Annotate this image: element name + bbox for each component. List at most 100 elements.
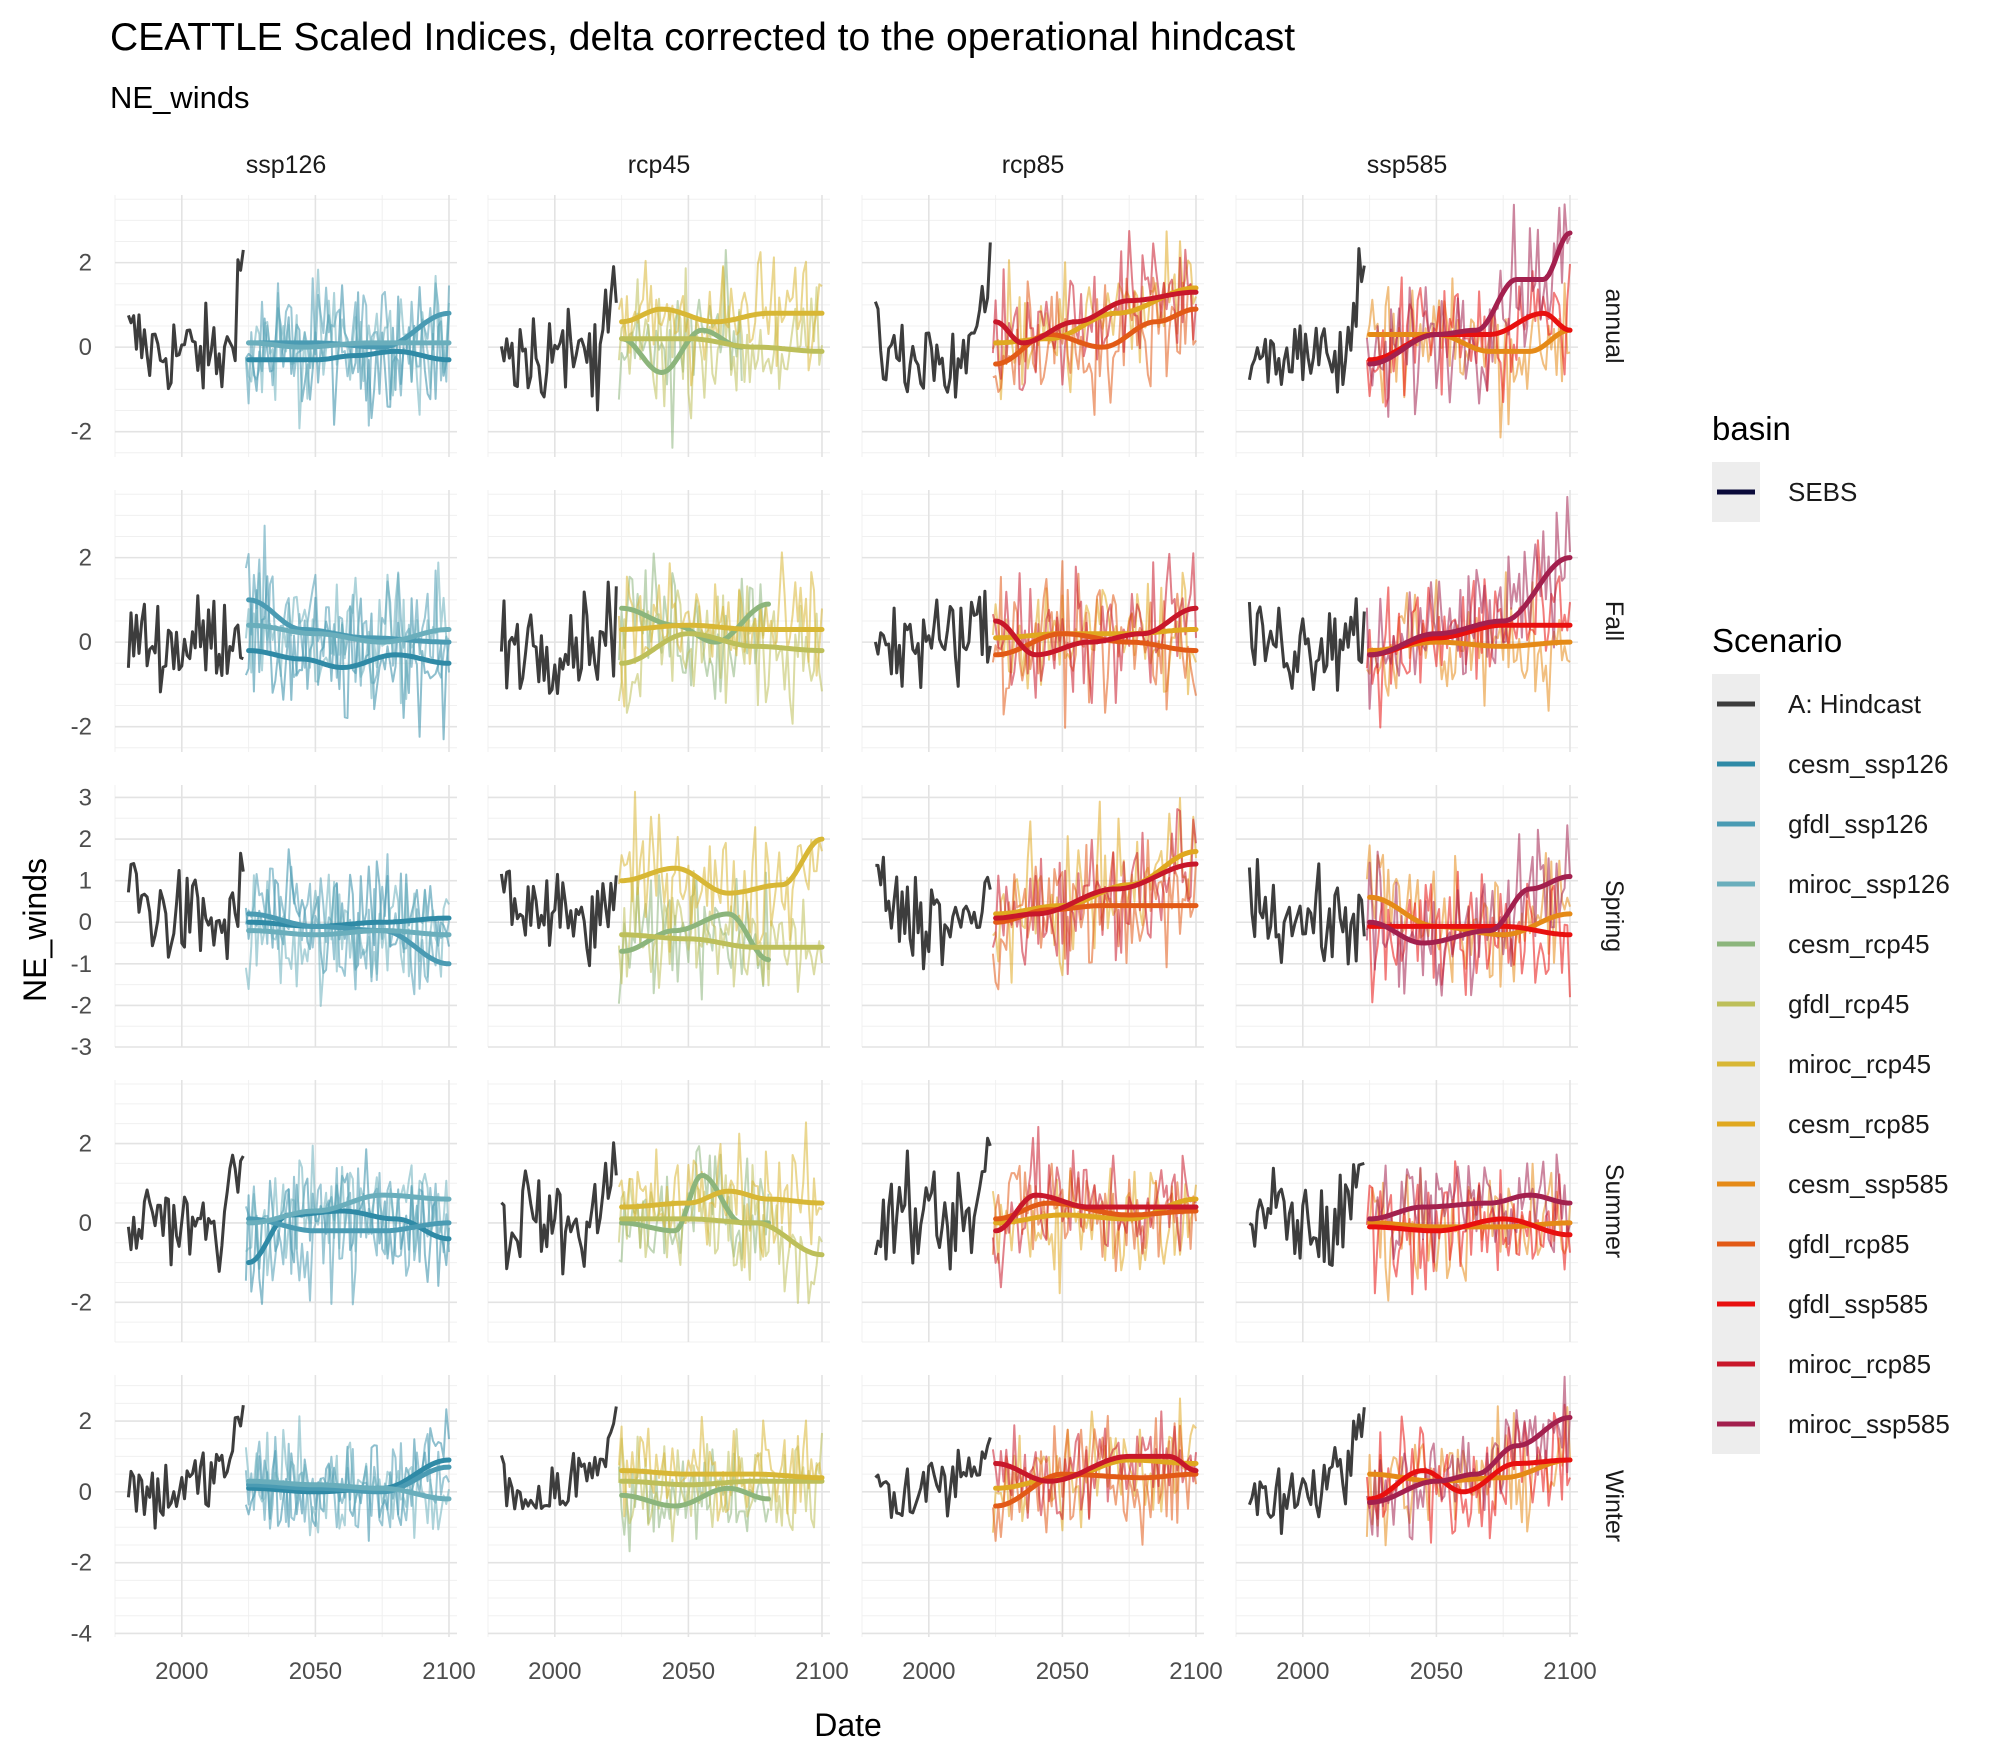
series-raw-miroc_rcp45 (617, 251, 823, 387)
legend-title-Scenario: Scenario (1712, 622, 1842, 659)
series-trend-gfdl_rcp45 (619, 631, 825, 666)
series-raw-cesm_ssp585 (1366, 571, 1571, 712)
y-tick-label: -2 (71, 714, 92, 741)
series-raw-miroc_ssp585 (1366, 1153, 1571, 1264)
hindcast-line (1248, 1161, 1365, 1267)
series-trend-miroc_ssp126 (246, 1478, 452, 1502)
series-raw-miroc_ssp585 (1365, 203, 1571, 418)
series-trend-gfdl_rcp45 (619, 1478, 825, 1488)
series-raw-gfdl_ssp585 (1365, 264, 1571, 408)
panel-rcp45-Spring (487, 785, 830, 1048)
hindcast-line (874, 1436, 992, 1519)
hindcast-line (126, 594, 244, 694)
legend-label-SEBS: SEBS (1788, 477, 1857, 507)
legend-label-cesm_ssp585: cesm_ssp585 (1788, 1169, 1948, 1199)
series-trend-gfdl_ssp126 (246, 1216, 452, 1234)
facet-label-rcp45: rcp45 (628, 151, 691, 179)
facet-label-Fall: Fall (1600, 601, 1628, 641)
panel-rcp85-Summer (861, 1080, 1204, 1343)
series-trend-gfdl_rcp85 (993, 1471, 1199, 1509)
hindcast-line (126, 1153, 245, 1273)
series-raw-miroc_ssp126 (244, 268, 450, 430)
series-raw-cesm_rcp85 (992, 797, 1197, 984)
series-raw-miroc_ssp585 (1365, 824, 1571, 997)
series-trend-miroc_rcp85 (993, 861, 1199, 921)
y-tick-label: 0 (79, 1210, 92, 1237)
panel-rcp85-Winter: 2000 2050 2100 (861, 1375, 1223, 1685)
series-trend-gfdl_ssp126 (246, 1464, 452, 1495)
series-trend-cesm_rcp45 (619, 911, 771, 963)
series-raw-miroc_rcp45 (617, 790, 823, 953)
legend-label-gfdl_rcp85: gfdl_rcp85 (1788, 1229, 1909, 1259)
series-trend-gfdl_rcp45 (619, 1216, 825, 1258)
hindcast-line (126, 1405, 245, 1530)
y-tick-label: 2 (79, 1408, 92, 1435)
series-trend-miroc_rcp85 (993, 1192, 1199, 1234)
series-trend-miroc_ssp585 (1367, 874, 1573, 946)
panel-ssp585-Summer: Summer (1235, 1080, 1628, 1343)
legend-label-gfdl_rcp45: gfdl_rcp45 (1788, 989, 1909, 1019)
series-trend-cesm_ssp126 (246, 648, 452, 670)
legend-title-basin: basin (1712, 410, 1791, 447)
hindcast-line (1247, 247, 1366, 394)
facet-label-annual: annual (1600, 288, 1628, 363)
legend-label-cesm_rcp85: cesm_rcp85 (1788, 1109, 1930, 1139)
x-tick-label: 2100 (795, 1658, 848, 1685)
hindcast-line (126, 851, 245, 961)
x-tick-label: 2000 (155, 1658, 208, 1685)
legend-label-cesm_ssp126: cesm_ssp126 (1788, 749, 1948, 779)
facet-label-ssp126: ssp126 (246, 151, 327, 179)
hindcast-line (1247, 597, 1366, 692)
y-tick-label: 2 (79, 545, 92, 572)
panel-rcp45-Winter: 2000 2050 2100 (487, 1375, 849, 1685)
series-trend-miroc_ssp126 (246, 1192, 452, 1226)
panel-rcp85-Fall (861, 490, 1204, 752)
y-tick-label: -3 (71, 1034, 92, 1061)
panel-ssp126-Fall: -2 0 2 (71, 490, 457, 752)
legend-label-miroc_ssp126: miroc_ssp126 (1788, 869, 1950, 899)
series-trend-miroc_ssp126 (246, 622, 452, 645)
series-trend-cesm_rcp85 (993, 627, 1199, 641)
y-tick-label: 0 (79, 334, 92, 361)
hindcast-line (873, 589, 992, 689)
series-raw-gfdl_rcp45 (617, 869, 823, 993)
hindcast-line (873, 1136, 992, 1271)
series-trend-gfdl_ssp585 (1367, 923, 1573, 938)
hindcast-line (875, 855, 992, 971)
y-tick-label: 2 (79, 1131, 92, 1158)
hindcast-line (499, 869, 618, 968)
series-trend-miroc_rcp45 (619, 622, 825, 632)
hindcast-line (500, 1141, 618, 1276)
panel-ssp126-Summer: -2 0 2 (71, 1080, 457, 1343)
hindcast-line (499, 1406, 618, 1511)
x-tick-label: 2050 (289, 1658, 342, 1685)
series-trend-gfdl_ssp126 (246, 911, 452, 967)
chart-subtitle: NE_winds (110, 80, 250, 115)
series-trend-miroc_ssp585 (1367, 1192, 1573, 1222)
series-raw-cesm_ssp126 (244, 1408, 450, 1542)
series-raw-miroc_rcp85 (991, 1125, 1197, 1289)
x-tick-label: 2100 (1543, 1658, 1596, 1685)
series-trend-gfdl_rcp85 (993, 1200, 1199, 1222)
panel-ssp585-Spring: Spring (1235, 785, 1628, 1048)
series-raw-miroc_rcp45 (617, 1415, 823, 1522)
series-trend-cesm_ssp585 (1367, 327, 1573, 354)
panel-rcp45-Summer (487, 1080, 830, 1343)
series-trend-cesm_ssp585 (1367, 894, 1573, 938)
legend-label-cesm_rcp45: cesm_rcp45 (1788, 929, 1930, 959)
series-trend-miroc_rcp85 (993, 605, 1199, 658)
x-tick-label: 2000 (528, 1658, 581, 1685)
hindcast-line (873, 242, 992, 399)
panel-ssp585-annual: annual (1235, 195, 1628, 457)
legend-label-gfdl_ssp585: gfdl_ssp585 (1788, 1289, 1928, 1319)
y-tick-label: 2 (79, 826, 92, 853)
series-raw-miroc_rcp85 (991, 1410, 1197, 1521)
series-trend-cesm_ssp126 (246, 348, 452, 363)
y-tick-label: -2 (71, 992, 92, 1019)
y-axis-label: NE_winds (17, 858, 53, 1002)
x-tick-label: 2050 (1036, 1658, 1089, 1685)
y-tick-label: -2 (71, 1550, 92, 1577)
